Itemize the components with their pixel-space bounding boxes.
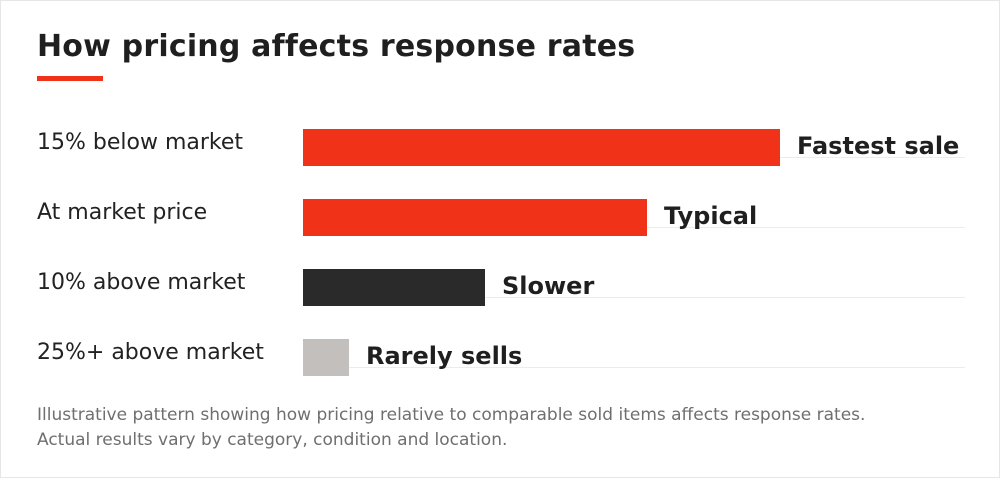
bar xyxy=(303,339,349,376)
category-label: 15% below market xyxy=(37,130,244,155)
bar xyxy=(303,129,780,166)
bar-chart: 15% below market Fastest sale At market pr… xyxy=(1,1,999,401)
bar xyxy=(303,269,485,306)
bar-value-label: Typical xyxy=(664,202,758,230)
row-baseline xyxy=(303,367,965,368)
category-label: 25%+ above market xyxy=(37,340,264,365)
title-accent-rule xyxy=(37,76,103,81)
bar-value-label: Fastest sale xyxy=(797,132,960,160)
row-baseline xyxy=(303,297,965,298)
category-label: At market price xyxy=(37,200,208,225)
footnote: Illustrative pattern showing how pricing… xyxy=(37,403,967,453)
category-label: 10% above market xyxy=(37,270,246,295)
footnote-line-2: Actual results vary by category, conditi… xyxy=(37,430,508,450)
footnote-line-1: Illustrative pattern showing how pricing… xyxy=(37,405,866,425)
chart-title: How pricing affects response rates xyxy=(37,29,636,64)
bar xyxy=(303,199,647,236)
bar-value-label: Rarely sells xyxy=(366,342,523,370)
bar-value-label: Slower xyxy=(502,272,595,300)
